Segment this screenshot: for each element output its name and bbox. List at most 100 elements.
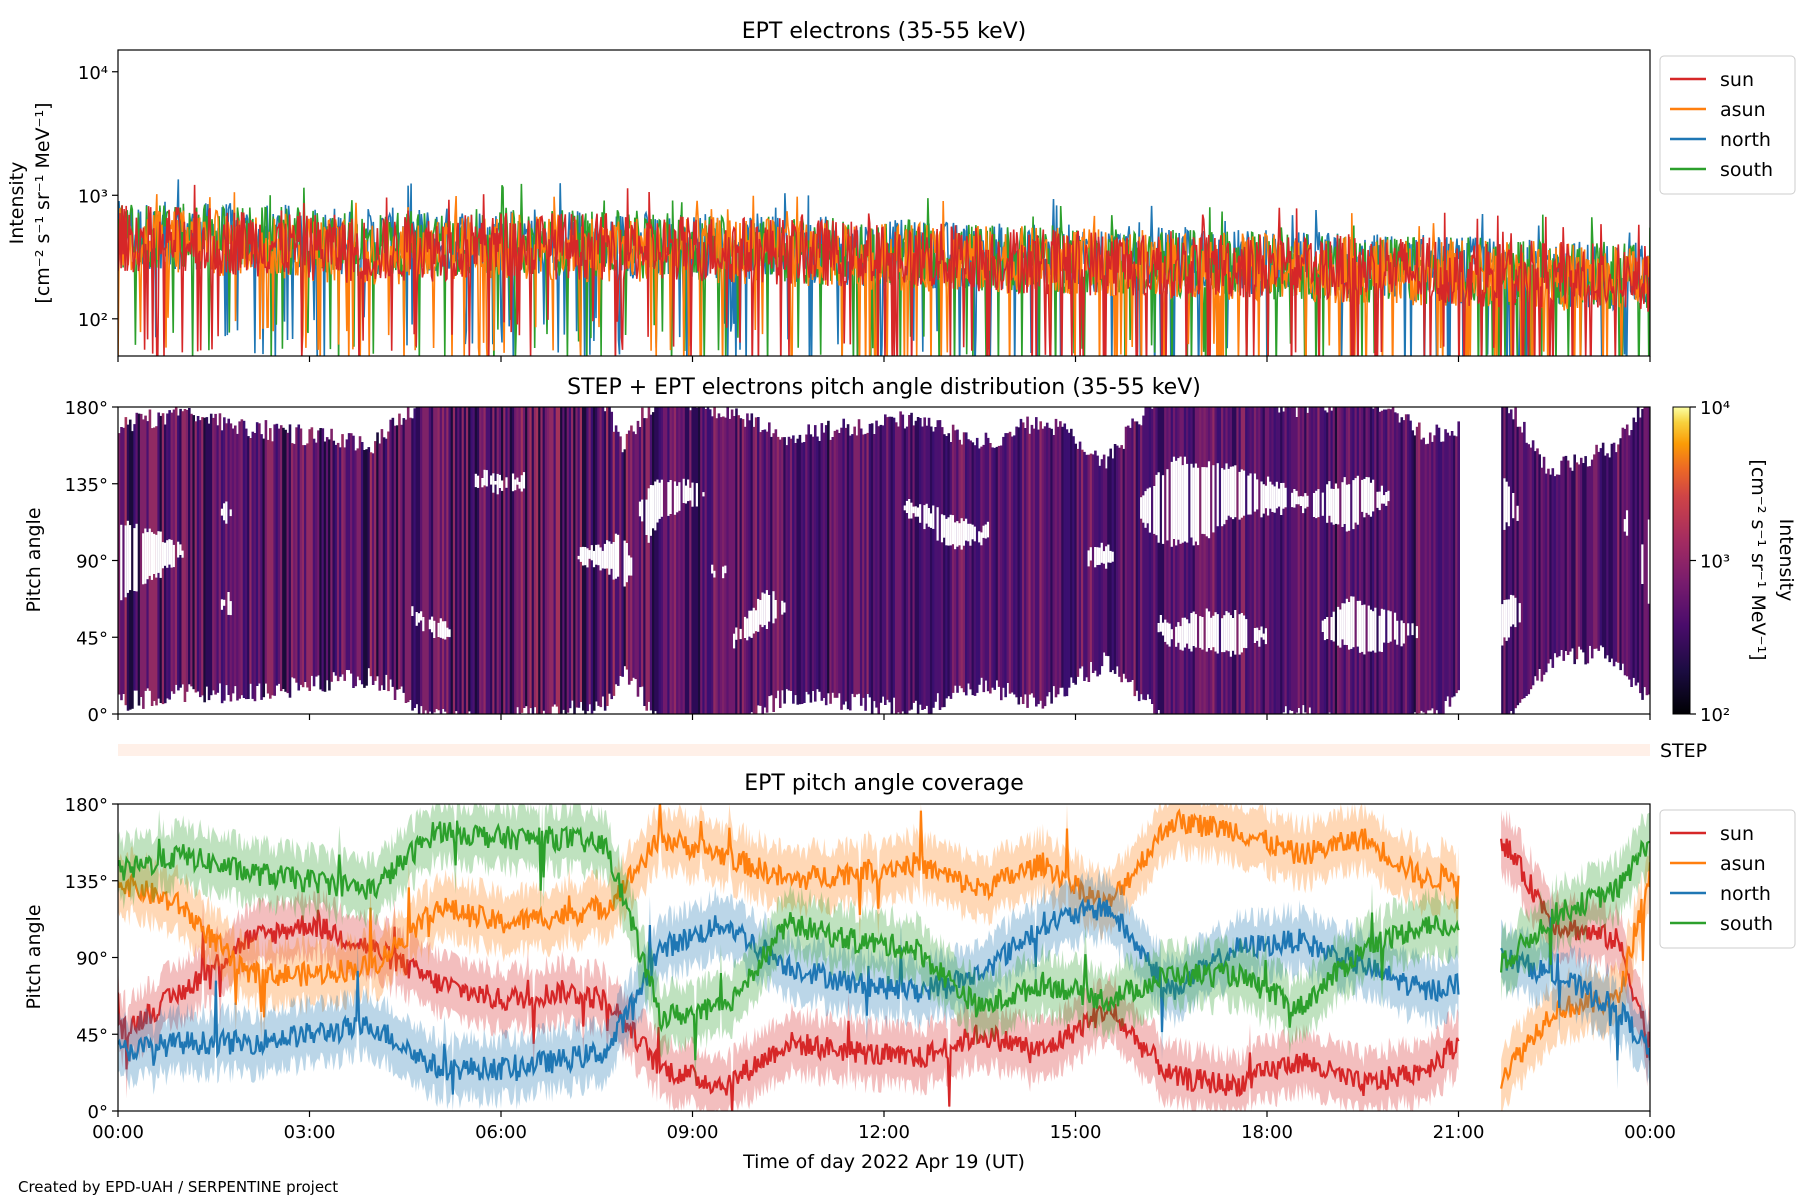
- pad-heatmap-hole: [172, 544, 176, 568]
- pad-heatmap-column: [785, 445, 789, 690]
- pad-heatmap-column: [575, 407, 578, 708]
- pad-heatmap-column: [1240, 407, 1244, 714]
- pad-heatmap-column: [490, 407, 493, 714]
- pad-heatmap-column: [1601, 442, 1605, 648]
- pad-heatmap-hole: [1157, 623, 1161, 633]
- panel2-title: STEP + EPT electrons pitch angle distrib…: [567, 375, 1201, 400]
- pad-heatmap-column: [1164, 407, 1167, 714]
- pad-heatmap-hole: [1227, 612, 1231, 652]
- pad-heatmap-column: [463, 407, 467, 714]
- pad-heatmap-column: [656, 407, 659, 714]
- pad-heatmap-column: [380, 429, 384, 686]
- pad-heatmap-hole: [1253, 628, 1257, 643]
- pad-heatmap-column: [1540, 467, 1544, 682]
- pad-heatmap-column: [702, 407, 705, 714]
- pad-heatmap-hole: [1347, 484, 1351, 531]
- pad-heatmap-hole: [754, 610, 758, 632]
- pad-heatmap-hole: [1179, 626, 1183, 650]
- pad-heatmap-hole: [1372, 479, 1375, 512]
- pad-heatmap-column: [1553, 476, 1557, 654]
- pad-heatmap-column: [1050, 428, 1053, 704]
- pad-heatmap-column: [667, 407, 670, 714]
- pad-heatmap-column: [1396, 413, 1399, 714]
- x-axis-label: Time of day 2022 Apr 19 (UT): [742, 1151, 1025, 1173]
- pad-heatmap-column: [1625, 424, 1629, 677]
- pad-heatmap-column: [553, 407, 557, 705]
- pad-heatmap-column: [1645, 407, 1649, 696]
- pad-heatmap-hole: [1365, 477, 1369, 513]
- panel1-title: EPT electrons (35-55 keV): [742, 19, 1027, 44]
- pad-heatmap-hole: [1192, 467, 1196, 546]
- pad-heatmap-column: [1148, 407, 1152, 700]
- pad-heatmap-hole: [638, 501, 642, 517]
- pad-heatmap-column: [1512, 419, 1515, 714]
- pad-heatmap-hole: [150, 532, 154, 580]
- pad-heatmap-hole: [1264, 628, 1268, 645]
- pad-heatmap-column: [389, 419, 392, 680]
- panel3-legend-label-north: north: [1720, 883, 1771, 905]
- panel2-y-tick-label: 0°: [88, 705, 108, 726]
- pad-heatmap-column: [1172, 407, 1176, 714]
- pad-heatmap-column: [424, 407, 427, 711]
- pad-heatmap-hole: [1186, 463, 1189, 543]
- pad-heatmap-column: [684, 407, 688, 714]
- pad-heatmap-column: [938, 420, 942, 710]
- pad-heatmap-column: [201, 417, 204, 696]
- pad-heatmap-column: [1514, 407, 1517, 709]
- pad-heatmap-hole: [1190, 613, 1193, 652]
- pad-heatmap-hole: [1267, 476, 1270, 516]
- pad-heatmap-hole: [144, 528, 147, 584]
- pad-heatmap-hole: [1358, 600, 1362, 653]
- pad-heatmap-column: [564, 407, 568, 714]
- pad-heatmap-column: [1400, 417, 1404, 714]
- pad-heatmap-hole: [1264, 485, 1268, 509]
- pad-heatmap-hole: [1323, 619, 1327, 641]
- pad-heatmap-hole: [1221, 468, 1224, 527]
- pad-heatmap-column: [1354, 407, 1358, 714]
- pad-heatmap-hole: [153, 533, 156, 574]
- pad-heatmap-hole: [1330, 488, 1334, 523]
- pad-heatmap-column: [317, 430, 320, 676]
- pad-heatmap-hole: [1242, 470, 1246, 516]
- pad-heatmap-hole: [586, 548, 589, 568]
- pad-heatmap-column: [1151, 408, 1154, 704]
- pad-heatmap-hole: [1175, 626, 1178, 647]
- pad-heatmap-column: [940, 427, 944, 708]
- pad-heatmap-column: [544, 407, 548, 714]
- pad-heatmap-column: [413, 408, 417, 708]
- pad-heatmap-column: [1330, 410, 1334, 714]
- pad-heatmap-column: [1122, 448, 1126, 674]
- pad-heatmap-column: [1291, 407, 1294, 711]
- pad-heatmap-hole: [1367, 477, 1371, 515]
- pad-heatmap-hole: [645, 499, 649, 535]
- pad-heatmap-column: [1168, 407, 1172, 714]
- pad-heatmap-column: [1339, 407, 1342, 714]
- pad-heatmap-hole: [1509, 594, 1513, 627]
- pad-heatmap-hole: [229, 509, 233, 517]
- pad-heatmap-hole: [1275, 481, 1279, 509]
- coverage-series-south: [118, 820, 1460, 1061]
- pad-heatmap-hole: [1207, 461, 1211, 539]
- pad-heatmap-column: [1170, 407, 1174, 714]
- pad-heatmap-column: [1286, 407, 1290, 714]
- pad-heatmap-hole: [1096, 547, 1099, 565]
- pad-heatmap-hole: [1641, 544, 1644, 584]
- pad-heatmap-hole: [444, 621, 447, 640]
- pad-heatmap-column: [378, 443, 382, 691]
- pad-heatmap-column: [1083, 451, 1086, 681]
- pad-heatmap-hole: [678, 482, 681, 511]
- pad-heatmap-column: [864, 433, 867, 711]
- pad-heatmap-hole: [1378, 491, 1382, 511]
- pad-heatmap-column: [662, 407, 666, 714]
- pad-heatmap-column: [1293, 407, 1296, 714]
- pad-heatmap-column: [218, 413, 222, 684]
- pad-heatmap-hole: [1094, 547, 1097, 568]
- pad-heatmap-hole: [1326, 484, 1329, 523]
- panel3-x-tick-label: 00:00: [1624, 1122, 1676, 1143]
- pad-heatmap-hole: [157, 531, 160, 573]
- pad-heatmap-column: [630, 425, 633, 681]
- pad-heatmap-hole: [1146, 488, 1150, 524]
- pad-heatmap-column: [1573, 454, 1576, 665]
- pad-heatmap-column: [387, 431, 390, 692]
- pad-heatmap-hole: [1363, 478, 1366, 518]
